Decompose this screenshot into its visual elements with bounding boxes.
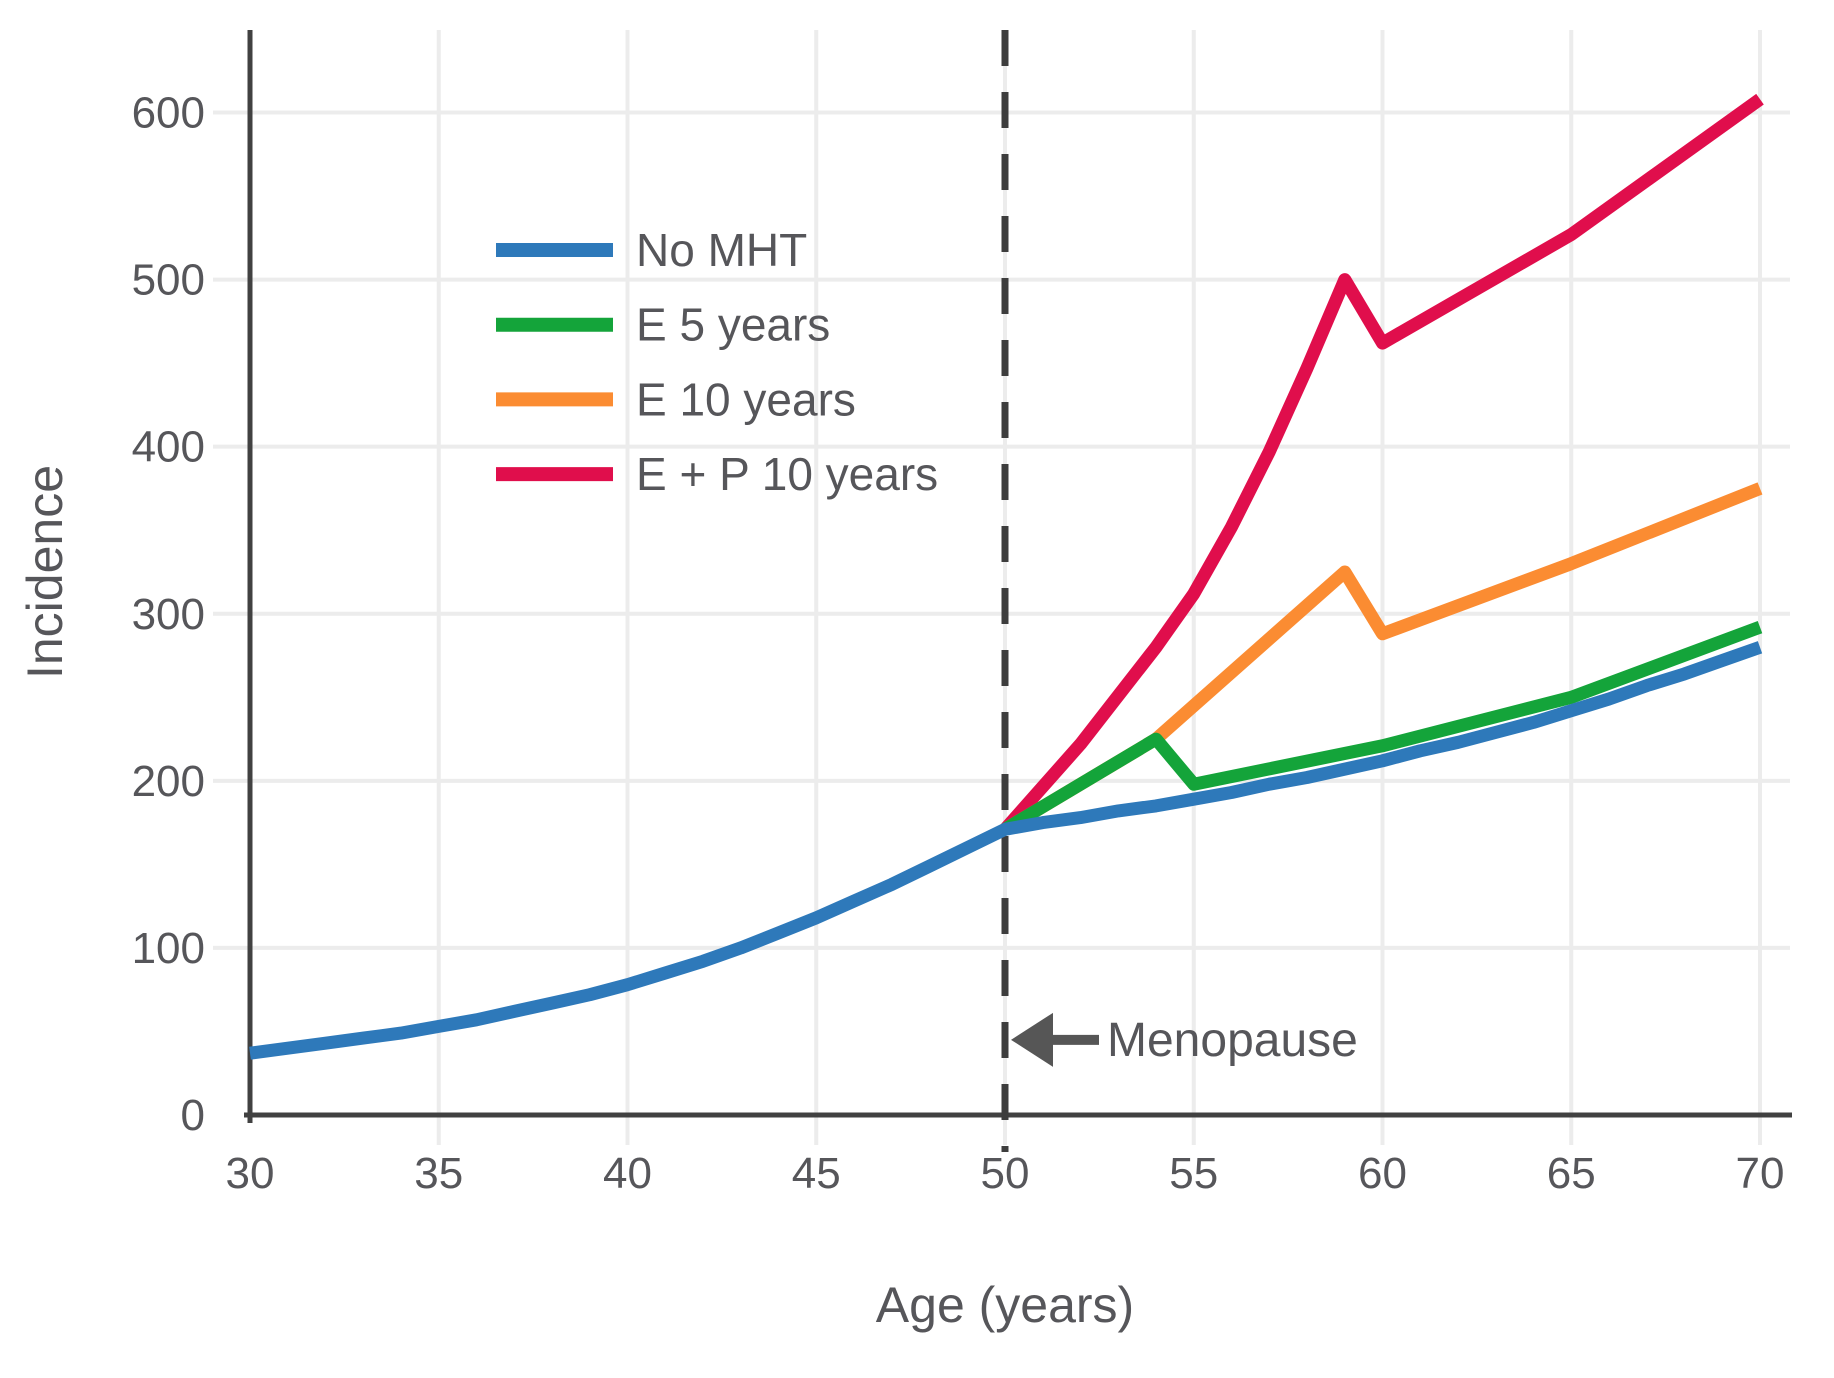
legend: No MHT E 5 years E 10 years E + P 10 years — [496, 224, 938, 500]
x-axis-title: Age (years) — [876, 1277, 1134, 1333]
menopause-arrow-head — [1011, 1012, 1053, 1067]
y-axis-title: Incidence — [17, 465, 73, 679]
x-tick-label: 70 — [1736, 1149, 1785, 1198]
y-tick-label: 300 — [132, 590, 205, 639]
menopause-annotation: Menopause — [1011, 1012, 1358, 1067]
x-tick-label: 30 — [226, 1149, 275, 1198]
legend-label-e-10-years: E 10 years — [636, 373, 856, 425]
legend-label-e-5-years: E 5 years — [636, 299, 830, 351]
y-tick-label: 400 — [132, 423, 205, 472]
tick-labels: 0 100 200 300 400 500 600 30 35 40 45 50 55 60 65 70 — [132, 89, 1785, 1198]
x-tick-label: 45 — [792, 1149, 841, 1198]
y-tick-label: 0 — [181, 1091, 205, 1140]
legend-label-no-mht: No MHT — [636, 224, 807, 276]
x-tick-label: 35 — [414, 1149, 463, 1198]
x-tick-label: 55 — [1169, 1149, 1218, 1198]
x-tick-label: 60 — [1358, 1149, 1407, 1198]
x-tick-label: 50 — [981, 1149, 1030, 1198]
x-tick-label: 65 — [1547, 1149, 1596, 1198]
x-tick-label: 40 — [603, 1149, 652, 1198]
series-line-e-p-10-years — [1000, 93, 1764, 834]
legend-label-e-p-10-years: E + P 10 years — [636, 448, 938, 500]
y-tick-label: 100 — [132, 924, 205, 973]
y-tick-label: 500 — [132, 256, 205, 305]
series-line-no-mht — [249, 641, 1763, 1060]
series-line-e-5-years — [1001, 621, 1763, 835]
y-tick-label: 200 — [132, 757, 205, 806]
y-tick-label: 600 — [132, 89, 205, 138]
menopause-label: Menopause — [1107, 1014, 1358, 1067]
